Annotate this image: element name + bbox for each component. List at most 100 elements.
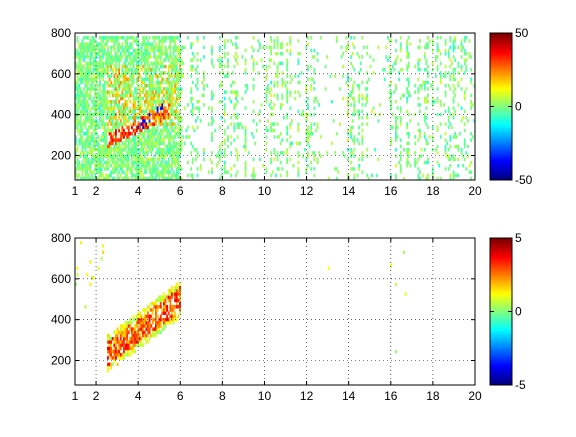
heatmap-cell (127, 135, 130, 139)
heatmap-cell (81, 45, 84, 50)
heatmap-cell (350, 77, 353, 82)
heatmap-cell (179, 132, 181, 136)
heatmap-cell (179, 295, 181, 299)
heatmap-cell (169, 154, 172, 158)
heatmap-cell (209, 157, 212, 162)
heatmap-cell (83, 87, 85, 91)
heatmap-cell (158, 148, 161, 152)
heatmap-cell (313, 87, 316, 91)
heatmap-cell (119, 327, 122, 331)
colorbar-swatch (490, 129, 512, 133)
heatmap-cell (444, 48, 447, 53)
heatmap-cell (196, 39, 199, 43)
heatmap-cell (91, 125, 93, 130)
heatmap-cell (110, 151, 113, 155)
heatmap-cell (126, 68, 129, 72)
heatmap-cell (439, 122, 442, 126)
heatmap-cell (310, 125, 313, 130)
heatmap-cell (425, 138, 428, 142)
heatmap-cell (179, 125, 181, 130)
colorbar-swatch (490, 244, 512, 248)
heatmap-cell (111, 160, 114, 165)
heatmap-cell (135, 55, 138, 59)
heatmap-cell (129, 122, 132, 126)
heatmap-cell (87, 96, 90, 101)
heatmap-cell (273, 84, 276, 88)
colorbar-swatch (490, 115, 512, 119)
heatmap-cell (175, 301, 178, 306)
heatmap-cell (111, 119, 114, 123)
heatmap-cell (139, 132, 141, 136)
heatmap-cell (353, 112, 356, 117)
heatmap-cell (211, 122, 213, 126)
colorbar-swatch (490, 368, 512, 372)
heatmap-cell (270, 100, 273, 104)
heatmap-cell (124, 343, 127, 347)
heatmap-cell (172, 170, 175, 174)
heatmap-cell (99, 170, 101, 174)
heatmap-cell (100, 64, 103, 69)
heatmap-cell (147, 42, 149, 46)
heatmap-cell (447, 154, 450, 158)
heatmap-cell (211, 160, 213, 165)
heatmap-cell (95, 68, 98, 72)
heatmap-cell (107, 84, 109, 88)
heatmap-cell (406, 77, 409, 82)
heatmap-cell (147, 55, 149, 59)
heatmap-cell (353, 141, 356, 146)
heatmap-cell (127, 87, 130, 91)
heatmap-cell (132, 337, 135, 341)
heatmap-cell (135, 61, 138, 66)
heatmap-cell (127, 116, 130, 120)
heatmap-cell (366, 87, 369, 91)
heatmap-cell (175, 112, 178, 117)
heatmap-cell (116, 144, 119, 149)
heatmap-cell (103, 84, 106, 88)
heatmap-cell (470, 176, 473, 181)
heatmap-cell (286, 64, 289, 69)
heatmap-cell (87, 103, 90, 107)
heatmap-cell (251, 55, 253, 59)
heatmap-cell (153, 330, 156, 335)
heatmap-cell (105, 71, 108, 75)
heatmap-cell (115, 77, 117, 82)
heatmap-cell (419, 84, 421, 88)
heatmap-cell (115, 64, 117, 69)
heatmap-cell (111, 93, 114, 98)
heatmap-cell (78, 173, 81, 178)
heatmap-cell (145, 71, 148, 75)
heatmap-cell (390, 68, 393, 72)
heatmap-cell (470, 132, 473, 136)
heatmap-cell (366, 93, 369, 98)
heatmap-cell (295, 141, 298, 146)
heatmap-cell (123, 157, 125, 162)
heatmap-cell (169, 90, 172, 94)
heatmap-cell (97, 160, 100, 165)
heatmap-cell (177, 122, 180, 126)
heatmap-cell (174, 292, 177, 296)
heatmap-cell (83, 64, 85, 69)
heatmap-cell (135, 106, 138, 110)
heatmap-cell (198, 100, 201, 104)
heatmap-cell (115, 170, 117, 174)
heatmap-cell (108, 109, 111, 114)
heatmap-cell (94, 154, 97, 158)
heatmap-cell (166, 135, 169, 139)
heatmap-cell (174, 68, 177, 72)
heatmap-cell (423, 132, 426, 136)
heatmap-cell (436, 55, 439, 59)
heatmap-cell (83, 74, 85, 78)
heatmap-cell (307, 128, 309, 133)
heatmap-cell (164, 176, 167, 181)
heatmap-cell (395, 87, 397, 91)
heatmap-cell (86, 273, 89, 277)
heatmap-cell (307, 36, 309, 40)
heatmap-cell (126, 132, 129, 136)
heatmap-cell (79, 122, 82, 126)
heatmap-cell (76, 167, 79, 171)
heatmap-cell (436, 128, 439, 133)
heatmap-cell (447, 52, 450, 56)
heatmap-cell (121, 112, 124, 117)
heatmap-cell (110, 58, 113, 62)
heatmap-cell (76, 80, 79, 85)
